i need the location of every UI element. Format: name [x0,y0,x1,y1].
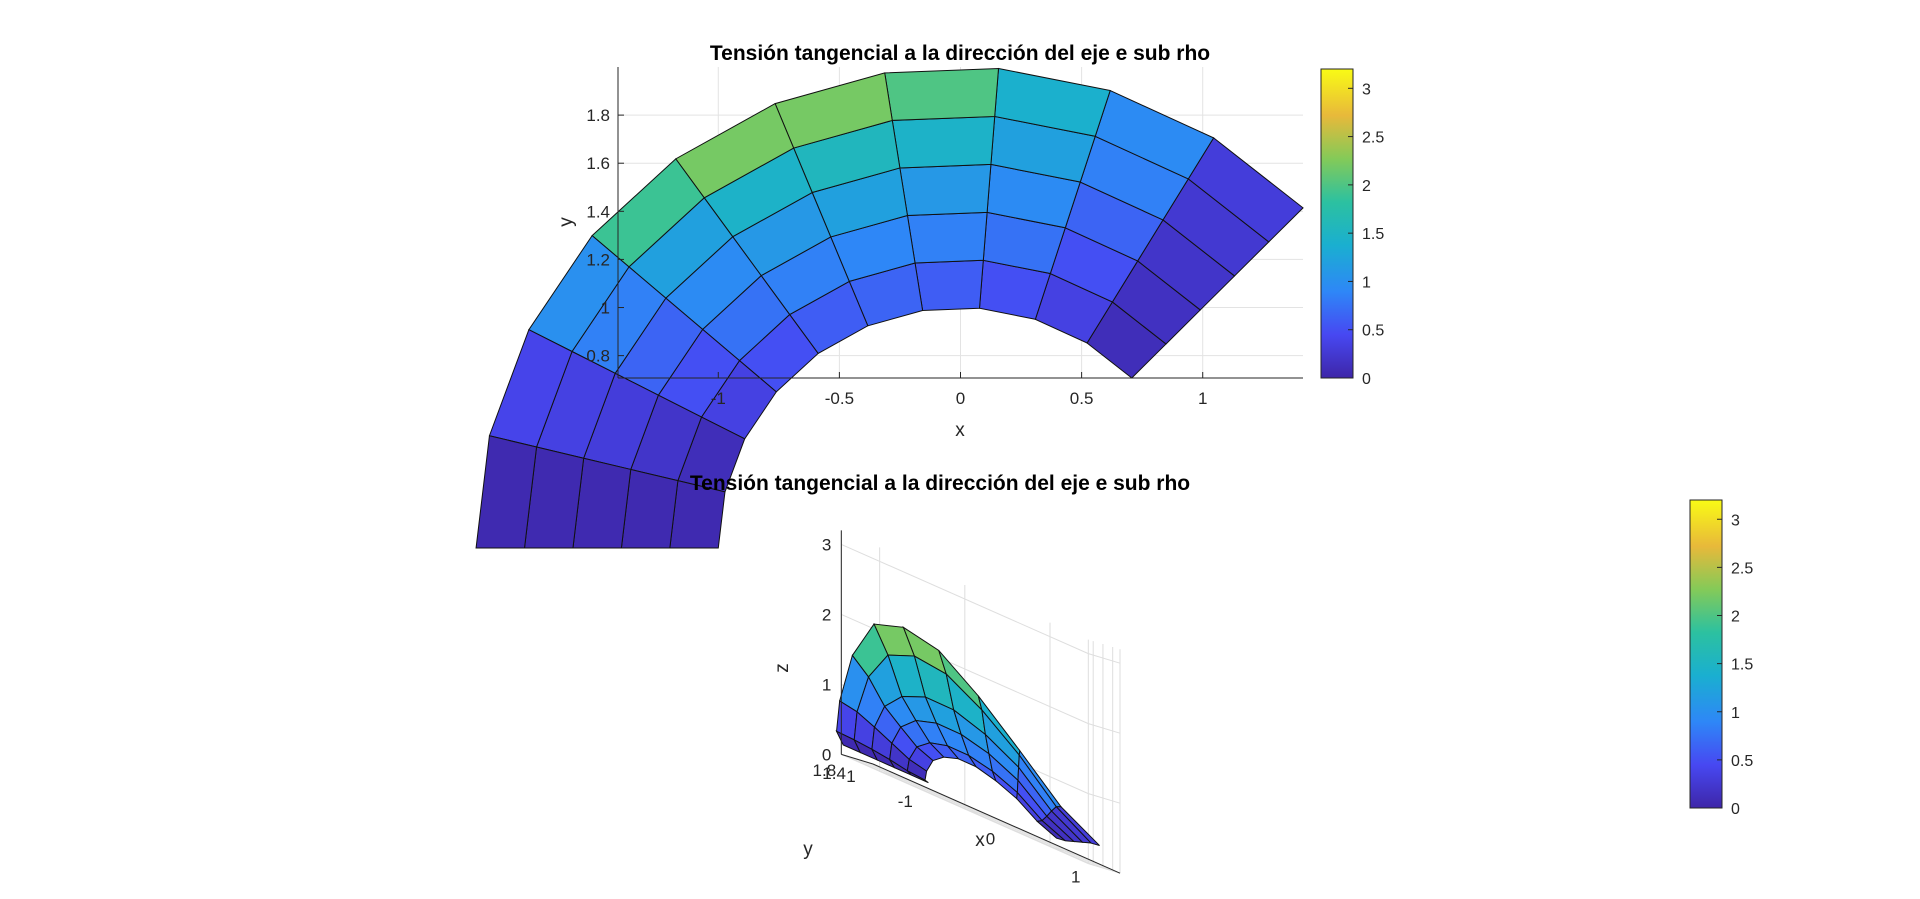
top-ytick-label: 1.8 [586,106,610,125]
top-mesh-cell [475,435,538,549]
top-axes: -1 -0.5 0 0.5 1 0.8 1 1.2 1.4 1.6 1.8 [586,67,1303,408]
colorbar-tick-label: 0 [1362,371,1371,388]
top-ytick-label: 1.4 [586,202,610,221]
bottom-colorbar: 0 0.5 1 1.5 2 2.5 3 [1689,499,1753,818]
box-ygrid [865,646,1114,872]
colorbar-tick-label: 1.5 [1731,657,1753,674]
bottom-xlabel: x [975,830,985,851]
bottom-x-axis [872,763,1121,874]
top-ylabel: y [556,217,577,227]
bottom-surface-face [906,770,929,784]
top-ytick-label: 0.8 [586,347,610,366]
colorbar-tick-label: 3 [1731,512,1740,529]
top-mesh-cell [906,211,988,264]
top-ytick-label: 1.6 [586,154,610,173]
bottom-ytick-label: 1 [846,767,855,786]
colorbar-tick-label: 2 [1362,178,1371,195]
top-plot: Tensión tangencial a la dirección del ej… [475,42,1384,549]
colorbar-tick-label: 0.5 [1362,323,1384,340]
bottom-3d-surface [835,623,1100,847]
top-xtick-label: 0.5 [1070,389,1094,408]
top-xtick-label: -0.5 [825,389,854,408]
box-zgrid [841,543,1121,664]
bottom-xtick-label: -1 [898,792,913,811]
colorbar-tick-label: 2.5 [1731,560,1753,577]
colorbar-tick-label: 3 [1362,81,1371,98]
bottom-plot-title: Tensión tangencial a la dirección del ej… [690,472,1190,495]
bottom-xtick-label: 0 [986,830,995,849]
colorbar-gradient [1320,68,1354,379]
bottom-ytick-label: 1.8 [813,761,837,780]
bottom-surface-face [1036,820,1066,842]
colorbar-tick-label: 0.5 [1731,753,1753,770]
colorbar-tick-label: 0 [1731,801,1740,818]
bottom-xtick-label: 1 [1071,867,1080,886]
top-xtick-label: -1 [711,389,726,408]
colorbar-tick-label: 1 [1731,705,1740,722]
top-mesh-cell [899,163,992,216]
bottom-plot: Tensión tangencial a la dirección del ej… [690,472,1753,886]
top-mesh-cell [891,115,996,169]
top-mesh-cell [884,67,1000,121]
colorbar-tick-label: 2 [1731,609,1740,626]
colorbar-tick-label: 1 [1362,274,1371,291]
top-colorbar: 0 0.5 1 1.5 2 2.5 3 [1320,68,1384,388]
top-ytick-label: 1.2 [586,250,610,269]
top-plot-title: Tensión tangencial a la dirección del ej… [710,42,1210,65]
bottom-ztick-label: 0 [822,745,831,764]
top-xtick-label: 1 [1198,389,1207,408]
bottom-ztick-label: 2 [822,605,831,624]
bottom-ytick-label: 1.4 [822,764,846,783]
bottom-ztick-label: 1 [822,675,831,694]
top-mesh-cell [914,259,984,312]
box-ygrid [845,641,1094,866]
top-xtick-label: 0 [956,389,965,408]
bottom-ylabel: y [803,839,813,860]
colorbar-gradient [1689,499,1723,809]
box-ygrid [855,644,1104,869]
top-xlabel: x [955,420,965,441]
bottom-y-axis [841,753,874,765]
colorbar-tick-label: 1.5 [1362,226,1384,243]
top-surface-mesh [475,67,1304,549]
top-mesh-cell [620,468,679,549]
bottom-3d-box [840,530,1121,874]
bottom-ztick-label: 3 [822,535,831,554]
colorbar-tick-label: 2.5 [1362,130,1384,147]
top-ytick-label: 1 [601,299,610,318]
bottom-zlabel: z [772,663,793,673]
